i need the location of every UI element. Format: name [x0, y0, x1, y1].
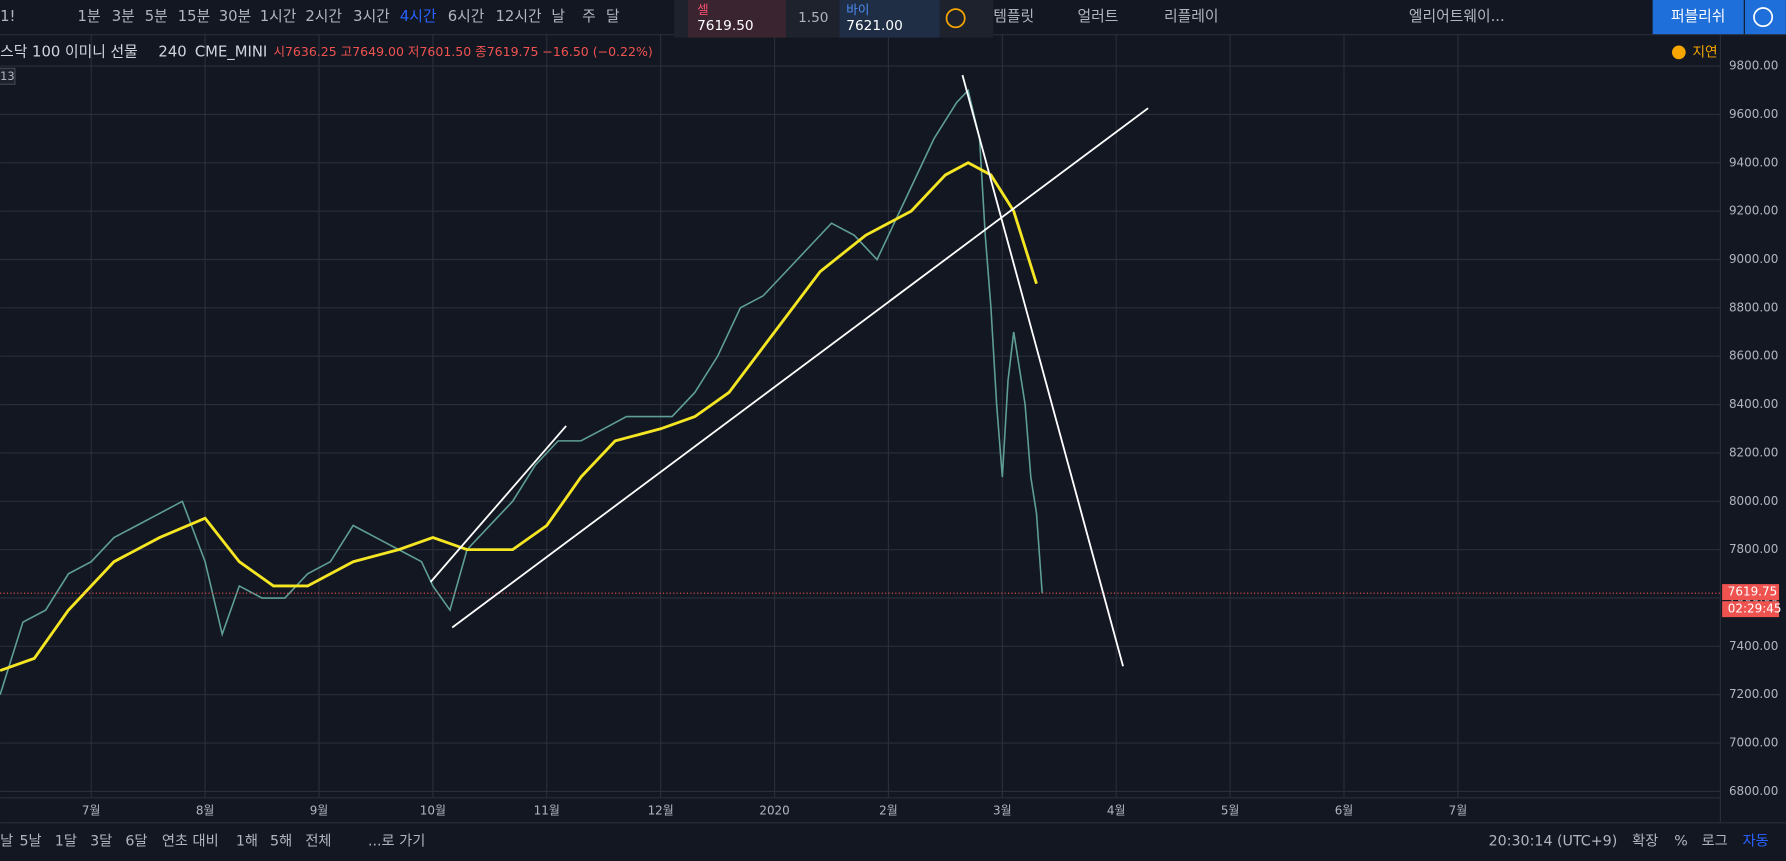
sell-label: 셀	[697, 2, 709, 17]
delay-label: 지연	[1693, 44, 1718, 60]
range-button[interactable]: 3달	[90, 833, 112, 850]
badge-box	[0, 67, 16, 85]
x-tick-label: 6월	[1335, 803, 1354, 817]
symbol: 1!	[0, 8, 15, 25]
axis-option[interactable]: 로그	[1702, 834, 1728, 850]
range-button[interactable]: 5해	[270, 833, 292, 850]
range-button[interactable]: 날	[0, 833, 13, 850]
interval-button[interactable]: 12시간	[496, 8, 542, 25]
range-button[interactable]: 5날	[19, 833, 41, 850]
trend-line	[429, 425, 567, 583]
publish-button[interactable]	[1652, 0, 1744, 35]
x-tick-label: 7월	[82, 803, 101, 817]
x-tick-label: 8월	[196, 803, 215, 817]
tool-button[interactable]: 템플릿	[993, 8, 1034, 25]
price-line	[0, 88, 1043, 695]
ohlc-values: 시7636.25 고7649.00 저7601.50 종7619.75 −16.…	[273, 44, 652, 59]
x-tick-label: 9월	[310, 803, 329, 817]
price-line	[0, 161, 1038, 672]
interval-button[interactable]: 3분	[112, 8, 135, 25]
x-tick-label: 2월	[879, 803, 898, 817]
range-button[interactable]: 전체	[305, 833, 331, 850]
tool-button[interactable]: 얼러트	[1078, 8, 1119, 25]
y-tick-label: 8200.00	[1729, 445, 1778, 459]
symbol-name: 스닥 100 이미니 선물	[0, 43, 138, 60]
range-button[interactable]: 1해	[236, 833, 258, 850]
countdown-tag	[1722, 601, 1780, 618]
y-tick-label: 9000.00	[1729, 252, 1778, 266]
x-tick-label: 2020	[759, 803, 789, 817]
y-tick-label: 7200.00	[1729, 687, 1778, 701]
y-tick-label: 9600.00	[1729, 107, 1778, 121]
interval-button[interactable]: 1분	[78, 8, 101, 25]
interval-button[interactable]: 30분	[219, 8, 251, 25]
countdown-label: 02:29:45	[1728, 602, 1782, 616]
play-icon	[1753, 7, 1774, 28]
y-tick-label: 8800.00	[1729, 300, 1778, 314]
buy-label: 바이	[846, 2, 869, 17]
y-tick-label: 9800.00	[1729, 59, 1778, 73]
info-icon[interactable]	[945, 8, 966, 29]
x-tick-label: 4월	[1107, 803, 1126, 817]
range-button[interactable]: 연초 대비	[162, 833, 219, 850]
publish-label[interactable]: 퍼블리쉬	[1671, 8, 1725, 25]
interval-button[interactable]: 15분	[178, 8, 210, 25]
axis-option[interactable]: 자동	[1743, 833, 1769, 850]
y-tick-label: 8400.00	[1729, 397, 1778, 411]
x-tick-label: 11월	[534, 803, 560, 817]
interval-button[interactable]: 날	[551, 8, 565, 25]
x-tick-label: 7월	[1449, 803, 1468, 817]
interval-button[interactable]: 2시간	[305, 8, 342, 25]
y-tick-label: 7400.00	[1729, 639, 1778, 653]
y-tick-label: 9400.00	[1729, 155, 1778, 169]
tool-button[interactable]: 리플레이	[1164, 8, 1218, 25]
last-price-label: 7619.75	[1728, 585, 1777, 599]
axis-option[interactable]: %	[1674, 834, 1688, 850]
y-tick-label: 9200.00	[1729, 204, 1778, 218]
badge: 13	[0, 69, 14, 83]
y-tick-label: 6800.00	[1729, 784, 1778, 798]
range-button[interactable]: 6달	[125, 833, 147, 850]
play-button[interactable]	[1744, 0, 1786, 35]
y-tick-label: 7800.00	[1729, 542, 1778, 556]
y-tick-label: 8600.00	[1729, 349, 1778, 363]
trend-line	[451, 107, 1149, 629]
interval-button[interactable]: 3시간	[353, 8, 390, 25]
interval-button[interactable]: 달	[606, 8, 620, 25]
buy-button[interactable]	[839, 0, 940, 38]
last-price-tag	[1722, 584, 1780, 601]
x-tick-label: 3월	[993, 803, 1012, 817]
x-tick-label: 12월	[648, 803, 674, 817]
trend-line	[961, 74, 1124, 667]
interval-button[interactable]: 4시간	[400, 8, 437, 25]
interval-button[interactable]: 6시간	[448, 8, 485, 25]
sell-button[interactable]	[688, 0, 786, 38]
goto-button[interactable]: ...로 가기	[368, 833, 425, 850]
x-tick-label: 5월	[1221, 803, 1240, 817]
layout-name[interactable]: 엘리어트웨이...	[1409, 8, 1505, 25]
clock: 20:30:14 (UTC+9)	[1489, 834, 1618, 850]
y-tick-label: 7000.00	[1729, 736, 1778, 750]
range-button[interactable]: 1달	[55, 833, 77, 850]
interval-button[interactable]: 1시간	[260, 8, 297, 25]
symbol-interval: 240	[158, 43, 186, 60]
symbol-exchange: CME_MINI	[195, 43, 267, 60]
trend-lines	[429, 74, 1149, 667]
x-tick-label: 10월	[420, 803, 446, 817]
spread: 1.50	[798, 10, 828, 26]
buy-price: 7621.00	[846, 18, 902, 34]
y-tick-label: 8000.00	[1729, 494, 1778, 508]
delay-icon	[1672, 45, 1686, 60]
interval-button[interactable]: 5분	[145, 8, 168, 25]
axis-option[interactable]: 확장	[1632, 833, 1658, 850]
sell-price: 7619.50	[697, 18, 753, 34]
interval-button[interactable]: 주	[582, 8, 596, 25]
